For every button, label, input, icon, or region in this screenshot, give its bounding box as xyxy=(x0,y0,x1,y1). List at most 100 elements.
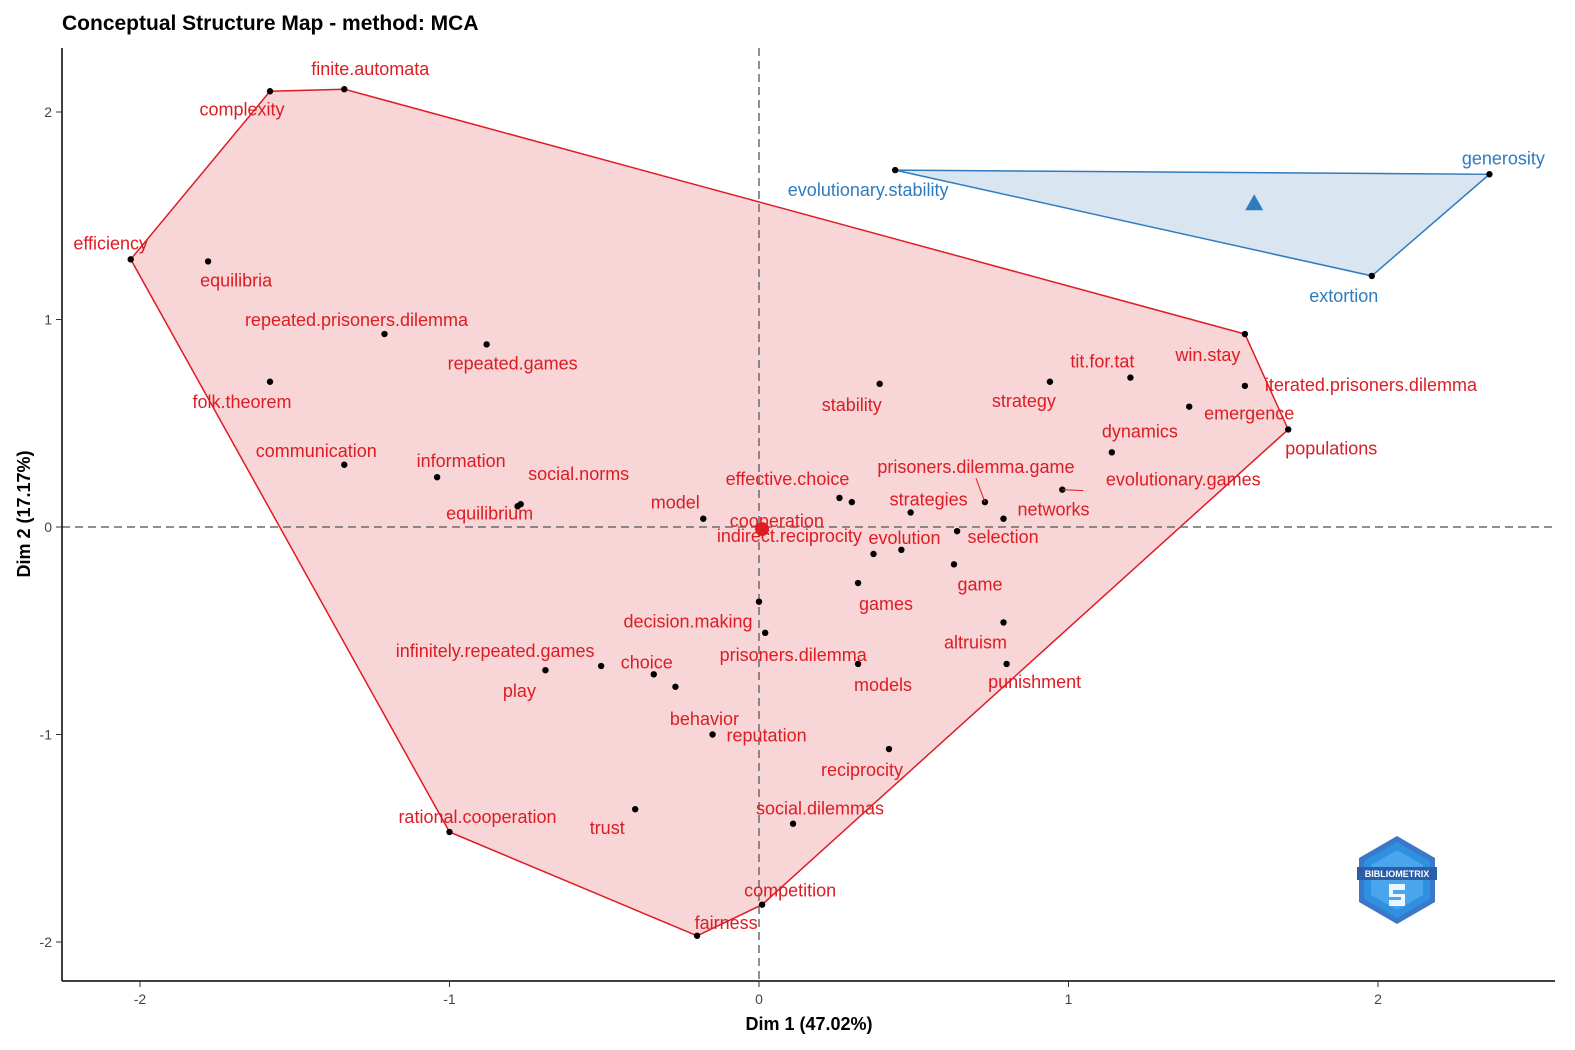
y-tick-label: 1 xyxy=(44,312,52,328)
data-labels: finite.automata complexity efficiency equil… xyxy=(73,59,1545,933)
label-efficiency: efficiency xyxy=(73,233,148,253)
point-communication xyxy=(341,461,348,468)
label-fairness: fairness xyxy=(695,913,758,933)
point-evolutionary-games xyxy=(1059,486,1066,493)
point-efficiency xyxy=(127,256,134,263)
point-infinitely-repeated-games xyxy=(597,662,605,670)
label-rational-cooperation: rational.cooperation xyxy=(398,807,556,827)
point-cooperation xyxy=(848,498,856,506)
label-emergence: emergence xyxy=(1204,404,1294,424)
x-tick-label: -2 xyxy=(134,991,147,1007)
label-repeated-games: repeated.games xyxy=(448,353,578,373)
label-effective-choice: effective.choice xyxy=(726,469,850,489)
point-decision-making xyxy=(755,598,763,605)
cluster-hulls xyxy=(129,88,1492,937)
point-trust xyxy=(632,806,639,813)
label-trust: trust xyxy=(590,818,625,838)
point-models xyxy=(854,660,862,668)
point-networks xyxy=(1000,515,1007,522)
label-indirect-reciprocity: indirect.reciprocity xyxy=(717,526,862,546)
label-competition: competition xyxy=(744,881,836,901)
point-punishment xyxy=(1003,660,1010,668)
label-decision-making: decision.making xyxy=(623,612,752,632)
point-model xyxy=(700,515,707,522)
point-populations xyxy=(1285,426,1292,433)
point-iterated-prisoners-dilemma xyxy=(1241,382,1249,390)
bibliometrix-logo: BIBLIOMETRIX xyxy=(1357,836,1437,924)
point-evolutionary-stability xyxy=(891,166,899,174)
point-repeated-prisoners-dilemma xyxy=(381,330,388,338)
point-fairness xyxy=(693,932,701,939)
x-axis-title: Dim 1 (47.02%) xyxy=(745,1014,872,1034)
logo-glyph xyxy=(1389,884,1405,906)
label-altruism: altruism xyxy=(944,632,1007,652)
point-play xyxy=(542,666,549,674)
label-win-stay: win.stay xyxy=(1174,345,1240,365)
label-cooperation: cooperation xyxy=(730,511,824,531)
cluster-2-hull xyxy=(895,169,1492,277)
point-reputation xyxy=(709,731,716,738)
label-social-dilemmas: social.dilemmas xyxy=(756,799,884,819)
point-rational-cooperation xyxy=(446,828,453,836)
point-reciprocity xyxy=(885,745,893,753)
label-choice: choice xyxy=(621,652,673,672)
point-choice xyxy=(650,671,657,678)
label-prisoners-dilemma-game: prisoners.dilemma.game xyxy=(877,457,1074,477)
label-social-norms: social.norms xyxy=(528,464,629,484)
label-tit-for-tat: tit.for.tat xyxy=(1070,352,1134,372)
label-repeated-prisoners-dilemma: repeated.prisoners.dilemma xyxy=(245,310,469,330)
label-evolutionary-games: evolutionary.games xyxy=(1106,470,1261,490)
point-equilibria xyxy=(204,258,212,265)
y-tick-label: -1 xyxy=(40,727,53,743)
label-complexity: complexity xyxy=(199,99,284,119)
point-extortion xyxy=(1368,272,1376,280)
axis-ticks: -2 -1 0 1 2 -2 -1 0 1 2 xyxy=(40,104,1383,1007)
label-equilibrium: equilibrium xyxy=(446,503,533,523)
label-evolutionary-stability: evolutionary.stability xyxy=(788,180,949,200)
label-finite-automata: finite.automata xyxy=(311,59,430,79)
label-models: models xyxy=(854,675,912,695)
point-win-stay xyxy=(1241,330,1249,338)
point-finite-automata xyxy=(341,85,348,93)
leader-evolutionary-games xyxy=(1062,489,1084,492)
point-prisoners-dilemma xyxy=(761,629,769,637)
label-games: games xyxy=(859,594,913,614)
x-tick-label: 0 xyxy=(755,991,763,1007)
point-competition xyxy=(758,901,766,908)
label-reciprocity: reciprocity xyxy=(821,760,903,780)
x-tick-label: 2 xyxy=(1374,991,1382,1007)
label-equilibria: equilibria xyxy=(200,270,273,290)
label-strategy: strategy xyxy=(992,391,1056,411)
point-altruism xyxy=(1000,619,1007,626)
label-prisoners-dilemma: prisoners.dilemma xyxy=(720,645,868,665)
point-stability xyxy=(876,380,883,388)
point-behavior xyxy=(672,683,679,690)
point-information xyxy=(433,474,441,481)
label-model: model xyxy=(651,493,700,513)
cluster-2-centroid xyxy=(1245,194,1264,211)
point-folk-theorem xyxy=(266,378,274,385)
logo-banner xyxy=(1357,867,1437,880)
chart-title: Conceptual Structure Map - method: MCA xyxy=(62,12,479,35)
label-behavior: behavior xyxy=(670,709,739,729)
label-reputation: reputation xyxy=(727,726,807,746)
data-points xyxy=(127,85,1493,939)
point-indirect-reciprocity xyxy=(898,546,905,554)
label-strategies: strategies xyxy=(890,489,968,509)
x-tick-label: 1 xyxy=(1065,991,1073,1007)
point-evolution xyxy=(870,550,877,558)
label-stability: stability xyxy=(822,395,882,415)
label-extortion: extortion xyxy=(1309,286,1378,306)
point-repeated-games xyxy=(483,341,490,348)
point-games xyxy=(854,579,862,587)
label-folk-theorem: folk.theorem xyxy=(192,392,291,412)
y-tick-label: 0 xyxy=(44,519,52,535)
label-dynamics: dynamics xyxy=(1102,421,1178,441)
label-punishment: punishment xyxy=(988,672,1081,692)
point-generosity xyxy=(1486,171,1493,178)
label-populations: populations xyxy=(1285,438,1377,458)
y-axis-title: Dim 2 (17.17%) xyxy=(14,450,34,577)
point-complexity xyxy=(266,88,274,95)
leader-prisoners-dilemma-game xyxy=(975,477,986,503)
